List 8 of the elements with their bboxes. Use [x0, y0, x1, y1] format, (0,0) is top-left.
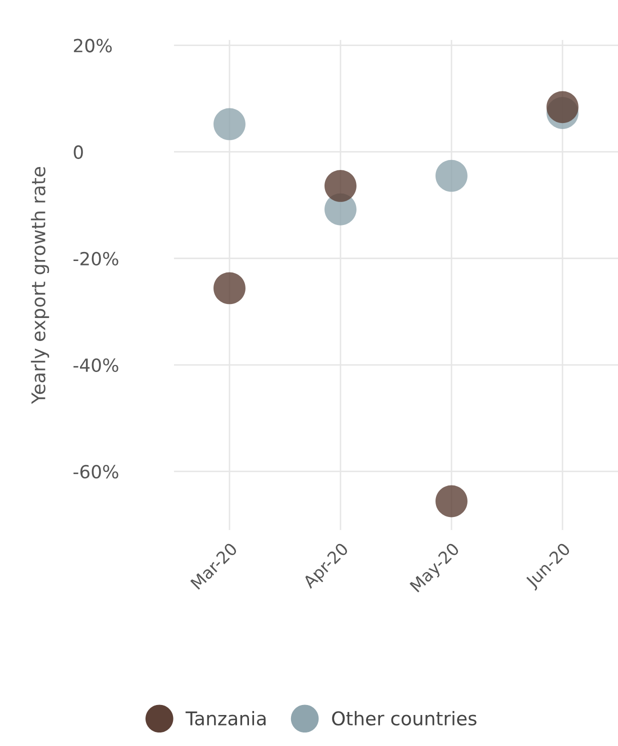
y-tick-label: -60% — [73, 464, 118, 479]
legend-label: Tanzania — [186, 710, 266, 726]
y-tick-label: -40% — [73, 358, 118, 372]
y-axis-title: Yearly export growth rate — [30, 167, 50, 404]
y-tick-label: 0 — [74, 145, 83, 159]
legend-label: Other countries — [332, 710, 476, 726]
y-tick-label: -20% — [73, 252, 118, 266]
y-tick-label: 20% — [74, 38, 112, 52]
